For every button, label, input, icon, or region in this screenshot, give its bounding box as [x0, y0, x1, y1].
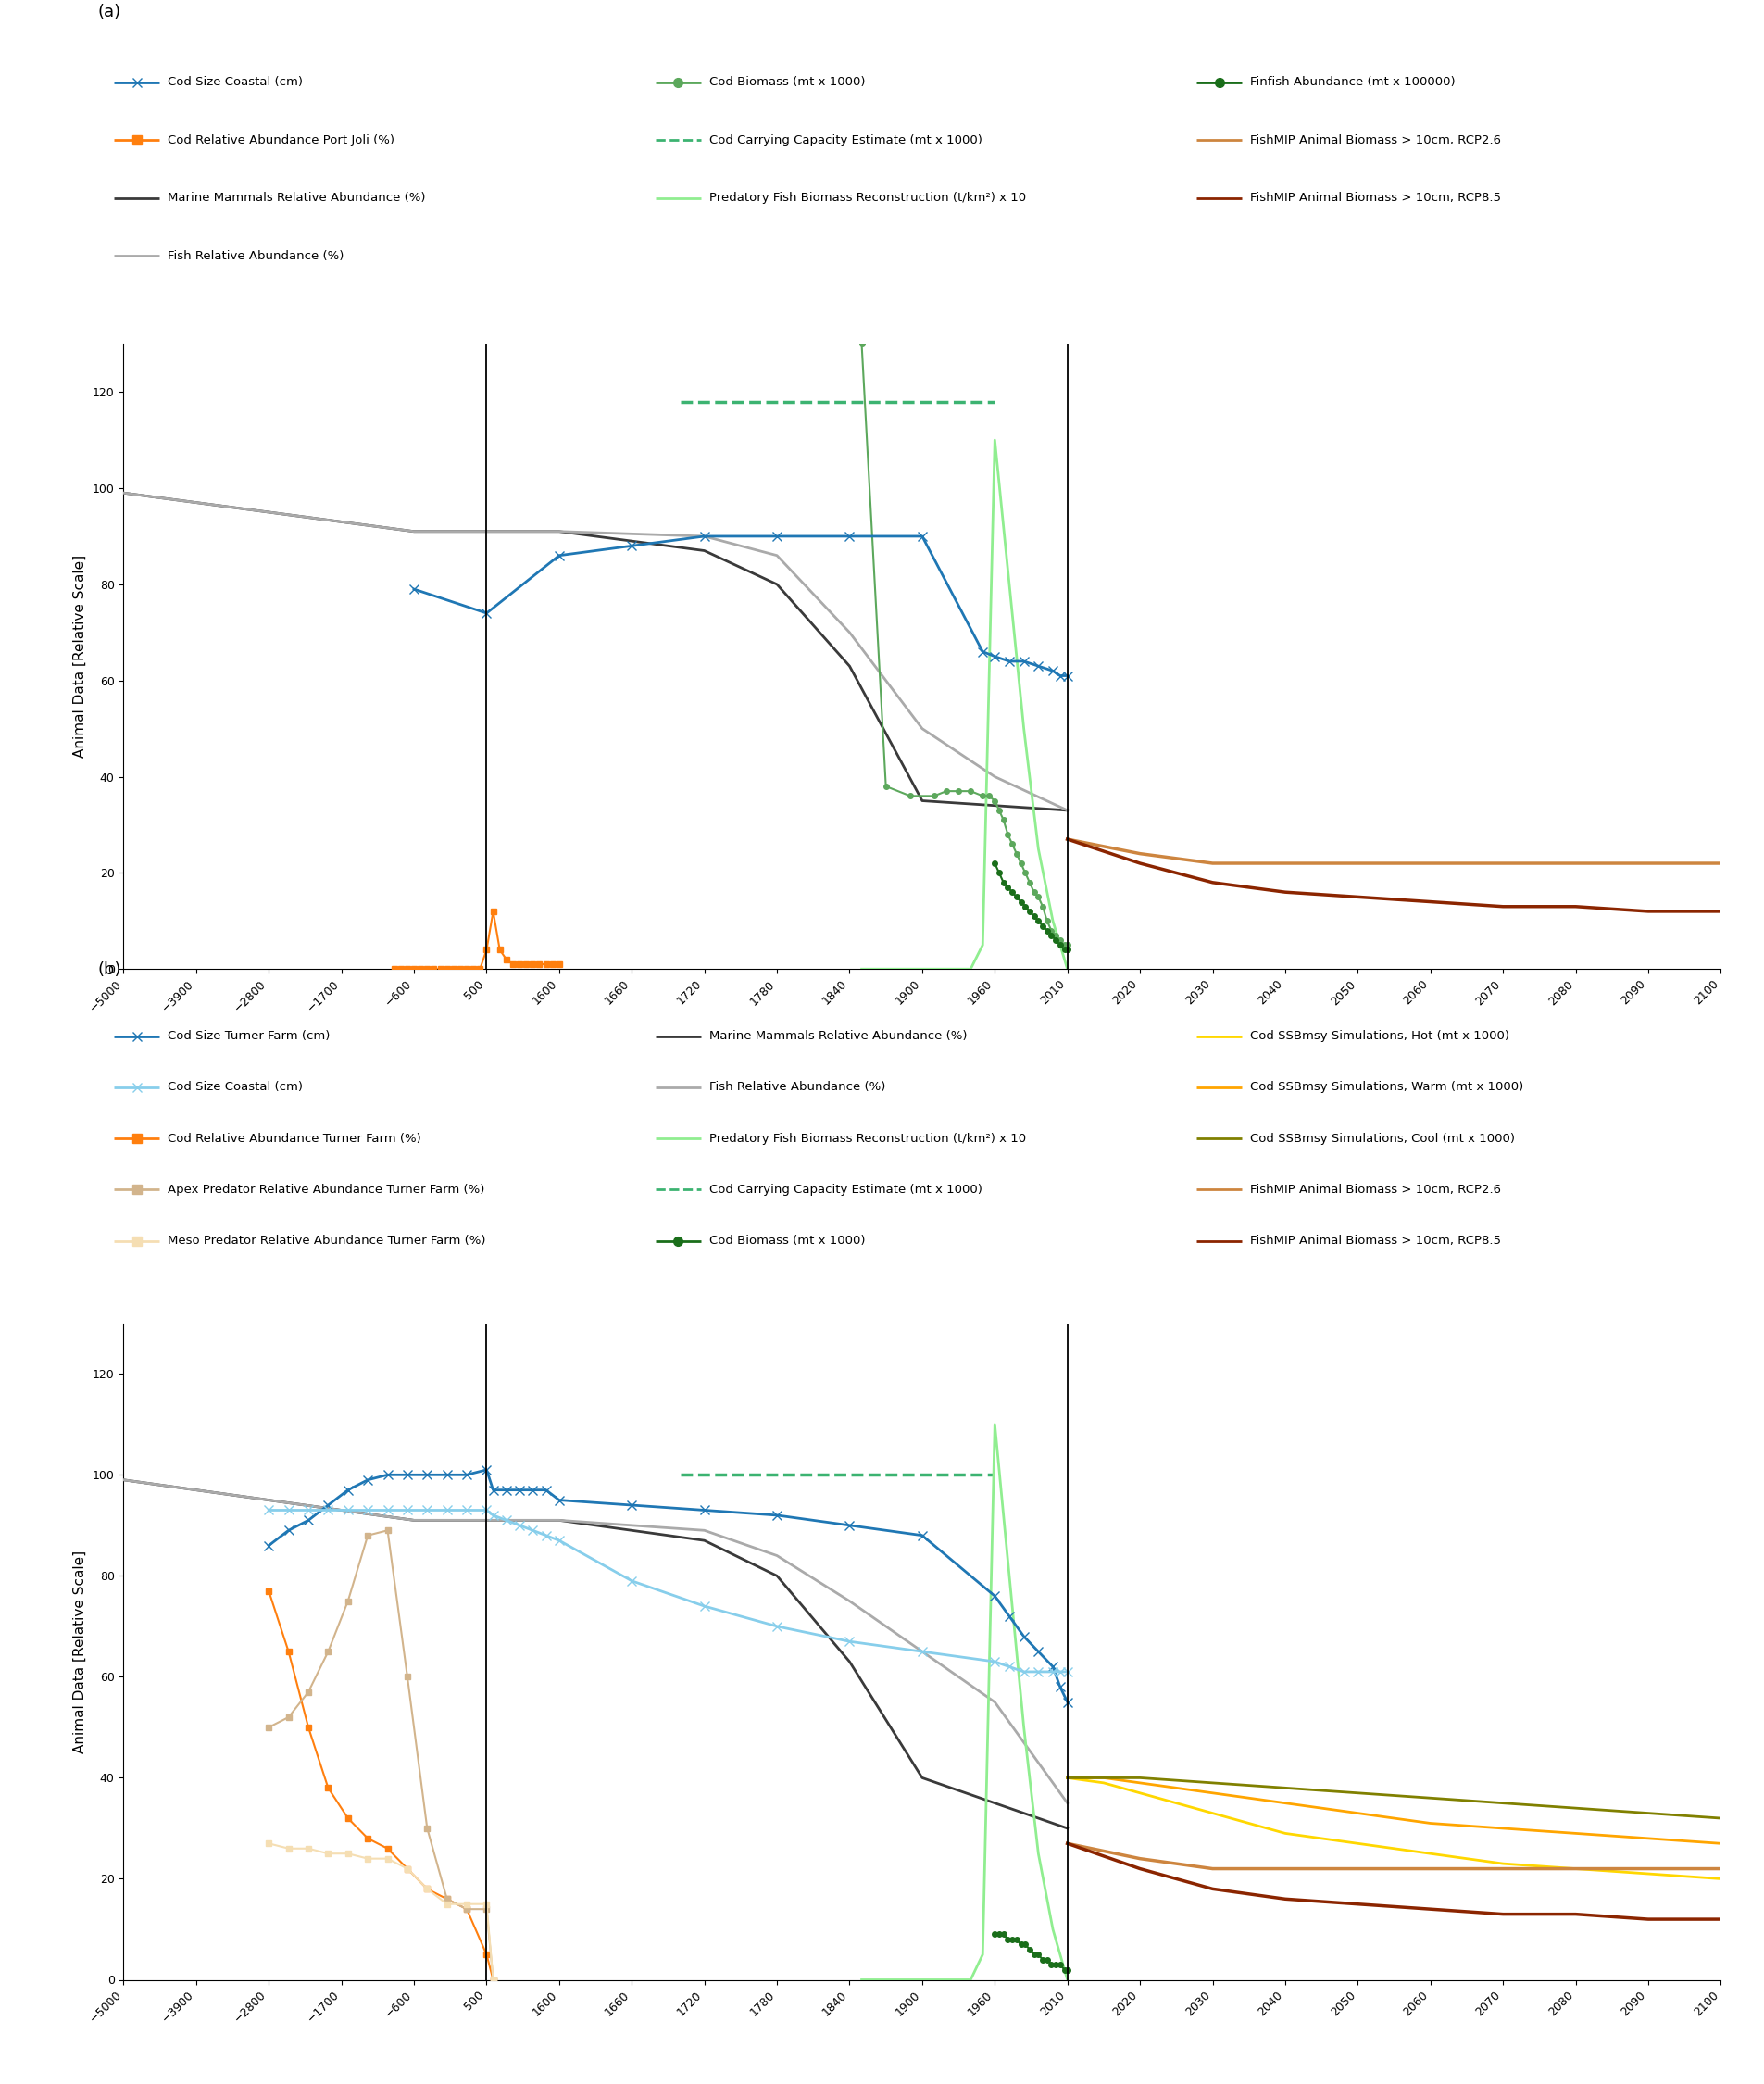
Text: Fish Relative Abundance (%): Fish Relative Abundance (%) [168, 250, 344, 263]
Text: Predatory Fish Biomass Reconstruction (t/km²) x 10: Predatory Fish Biomass Reconstruction (t… [709, 192, 1025, 204]
Text: Meso Predator Relative Abundance Turner Farm (%): Meso Predator Relative Abundance Turner … [168, 1234, 485, 1246]
Y-axis label: Animal Data [Relative Scale]: Animal Data [Relative Scale] [74, 1550, 86, 1753]
Text: Apex Predator Relative Abundance Turner Farm (%): Apex Predator Relative Abundance Turner … [168, 1184, 485, 1196]
Y-axis label: Animal Data [Relative Scale]: Animal Data [Relative Scale] [74, 554, 86, 759]
Text: Marine Mammals Relative Abundance (%): Marine Mammals Relative Abundance (%) [709, 1029, 967, 1042]
Text: Cod Size Coastal (cm): Cod Size Coastal (cm) [168, 77, 303, 88]
Text: Marine Mammals Relative Abundance (%): Marine Mammals Relative Abundance (%) [168, 192, 425, 204]
Text: Cod Size Turner Farm (cm): Cod Size Turner Farm (cm) [168, 1029, 330, 1042]
Text: FishMIP Animal Biomass > 10cm, RCP8.5: FishMIP Animal Biomass > 10cm, RCP8.5 [1249, 1234, 1499, 1246]
Text: Cod Size Coastal (cm): Cod Size Coastal (cm) [168, 1082, 303, 1094]
Text: Fish Relative Abundance (%): Fish Relative Abundance (%) [709, 1082, 886, 1094]
Text: Cod Biomass (mt x 1000): Cod Biomass (mt x 1000) [709, 77, 864, 88]
Text: FishMIP Animal Biomass > 10cm, RCP2.6: FishMIP Animal Biomass > 10cm, RCP2.6 [1249, 133, 1499, 146]
Text: (b): (b) [97, 961, 122, 977]
Text: FishMIP Animal Biomass > 10cm, RCP2.6: FishMIP Animal Biomass > 10cm, RCP2.6 [1249, 1184, 1499, 1196]
Text: Finfish Abundance (mt x 100000): Finfish Abundance (mt x 100000) [1249, 77, 1455, 88]
Text: FishMIP Animal Biomass > 10cm, RCP8.5: FishMIP Animal Biomass > 10cm, RCP8.5 [1249, 192, 1499, 204]
Text: Cod Biomass (mt x 1000): Cod Biomass (mt x 1000) [709, 1234, 864, 1246]
Text: Cod Carrying Capacity Estimate (mt x 1000): Cod Carrying Capacity Estimate (mt x 100… [709, 133, 981, 146]
Text: Cod Relative Abundance Turner Farm (%): Cod Relative Abundance Turner Farm (%) [168, 1132, 422, 1144]
Text: Cod Carrying Capacity Estimate (mt x 1000): Cod Carrying Capacity Estimate (mt x 100… [709, 1184, 981, 1196]
Text: (a): (a) [97, 4, 122, 21]
Text: Cod SSBmsy Simulations, Hot (mt x 1000): Cod SSBmsy Simulations, Hot (mt x 1000) [1249, 1029, 1508, 1042]
Text: Cod SSBmsy Simulations, Cool (mt x 1000): Cod SSBmsy Simulations, Cool (mt x 1000) [1249, 1132, 1514, 1144]
Text: Cod Relative Abundance Port Joli (%): Cod Relative Abundance Port Joli (%) [168, 133, 395, 146]
Text: Predatory Fish Biomass Reconstruction (t/km²) x 10: Predatory Fish Biomass Reconstruction (t… [709, 1132, 1025, 1144]
Text: Cod SSBmsy Simulations, Warm (mt x 1000): Cod SSBmsy Simulations, Warm (mt x 1000) [1249, 1082, 1522, 1094]
